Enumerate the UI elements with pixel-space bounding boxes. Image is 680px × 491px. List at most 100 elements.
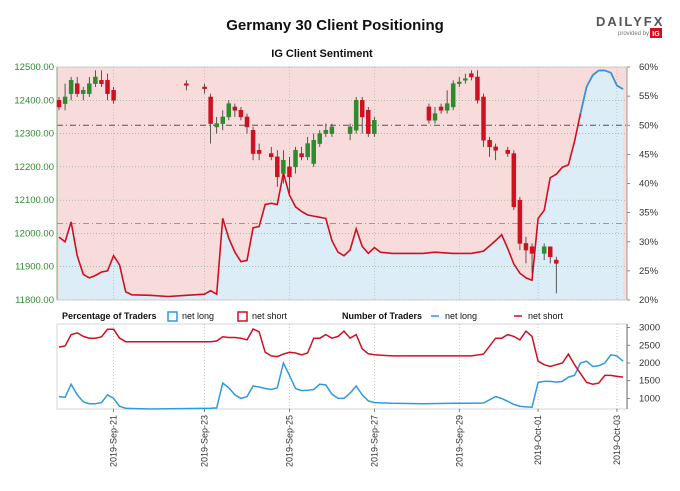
candle-body (505, 149, 511, 154)
x-tick-label: 2019-Sep-27 (369, 415, 379, 467)
chart-subtitle: IG Client Sentiment (271, 48, 373, 60)
dailyfx-logo: DAILYFX provided by IG (596, 14, 664, 38)
logo-text: DAILYFX (596, 14, 664, 29)
y-left-tick-label: 12300.00 (14, 129, 54, 140)
traders-panel: 1000 1500 2000 2500 3000 (56, 323, 660, 410)
candle-body (250, 129, 256, 154)
y-right-tick-label: 1500 (639, 376, 660, 387)
y-right-tick-label: 40% (639, 179, 659, 190)
candle-body (275, 156, 280, 178)
logo-subtext: provided by (618, 31, 649, 37)
y-right-tick-label: 55% (639, 91, 659, 102)
y-right-tick-label: 25% (639, 266, 659, 277)
ig-badge (650, 28, 662, 38)
candle-body (438, 106, 444, 111)
candle-body (547, 246, 553, 257)
candle-body (81, 90, 86, 94)
candle-body (281, 159, 286, 174)
y-left-tick-label: 12400.00 (14, 95, 54, 106)
legend-num-long: net long (445, 311, 477, 321)
candle-body (299, 153, 304, 158)
legend-num-short: net short (528, 311, 564, 321)
candle-body (87, 83, 92, 94)
x-tick-label: 2019-Oct-01 (533, 415, 543, 465)
candle-body (469, 73, 474, 78)
candle-body (475, 76, 480, 101)
y-right-tick-label: 20% (639, 295, 659, 306)
candle-body (554, 259, 559, 264)
price-panel-frame (56, 66, 628, 301)
candle-body (105, 80, 110, 94)
candle-body (68, 80, 74, 94)
y-right-tick-label: 2500 (639, 340, 660, 351)
candle-body (366, 110, 371, 134)
candle-body (347, 126, 353, 134)
candle-body (269, 153, 274, 158)
candle-body (372, 120, 377, 134)
price-panel: 11800.00 11900.00 12000.00 12100.00 12200.00… (14, 62, 658, 306)
candle-body (111, 90, 116, 101)
legend-pct-long-swatch (167, 311, 178, 322)
candle-body (232, 106, 238, 111)
candle-body (426, 106, 432, 121)
candle-body (463, 78, 468, 81)
legend-pct-title: Percentage of Traders (62, 311, 157, 321)
legend-pct-short-swatch (237, 311, 248, 322)
candle-body (323, 129, 329, 134)
candle-body (208, 96, 213, 124)
candle-body (432, 113, 438, 121)
chart-title: Germany 30 Client Positioning (226, 17, 444, 34)
candle-body (444, 103, 450, 111)
candle-body (450, 83, 456, 108)
candle-body (74, 83, 80, 94)
ig-badge-text: IG (652, 31, 660, 38)
x-tick-label: 2019-Sep-23 (200, 415, 210, 467)
candle-body (487, 139, 492, 148)
y-right-tick-label: 35% (639, 208, 659, 219)
y-left-tick-label: 11900.00 (15, 262, 54, 273)
candle-body (184, 83, 189, 86)
y-right-tick-label: 60% (639, 62, 659, 73)
candle-body (99, 80, 104, 84)
legend-pct-short: net short (252, 311, 288, 321)
x-tick-label: 2019-Sep-25 (284, 415, 294, 467)
y-left-tick-label: 12000.00 (14, 228, 54, 239)
y-left-tick-label: 12500.00 (14, 62, 54, 73)
candle-body (214, 123, 219, 128)
x-tick-label: 2019-Oct-03 (612, 415, 622, 465)
candle-body (329, 126, 335, 134)
y-right-tick-label: 45% (639, 149, 659, 160)
candle-body (481, 96, 486, 141)
candle-body (287, 166, 292, 178)
candle-body (523, 243, 529, 251)
series-line-net-short (58, 328, 624, 385)
traders-panel-frame (56, 323, 628, 410)
x-tick-label: 2019-Sep-29 (454, 415, 464, 467)
candle-body (457, 81, 462, 84)
y-left-tick-label: 11800.00 (15, 295, 54, 306)
candle-body (359, 100, 365, 118)
net-long-percentage-line (58, 69, 624, 298)
candle-body (493, 146, 498, 151)
candle-body (353, 100, 359, 131)
x-tick-label: 2019-Sep-21 (109, 415, 119, 467)
candle-body (511, 153, 517, 208)
candle-body (317, 133, 323, 144)
candle-body (220, 116, 225, 124)
y-right-tick-label: 3000 (639, 323, 660, 334)
y-right-tick-label: 50% (639, 120, 659, 131)
candle-body (541, 246, 547, 254)
candle-body (244, 116, 250, 128)
candle-body (256, 149, 262, 154)
series-line-net-long (58, 353, 624, 410)
legend-num-title: Number of Traders (342, 311, 422, 321)
y-right-tick-label: 30% (639, 237, 659, 248)
candle-body (238, 110, 244, 118)
net-long-dominant-line (579, 69, 624, 114)
x-axis: 2019-Sep-21 2019-Sep-23 2019-Sep-25 2019-Se… (109, 409, 622, 467)
y-right-tick-label: 1000 (639, 393, 660, 404)
candle-body (93, 76, 98, 84)
candle-body (56, 100, 62, 108)
candle-body (293, 149, 298, 168)
candle-body (529, 246, 535, 254)
